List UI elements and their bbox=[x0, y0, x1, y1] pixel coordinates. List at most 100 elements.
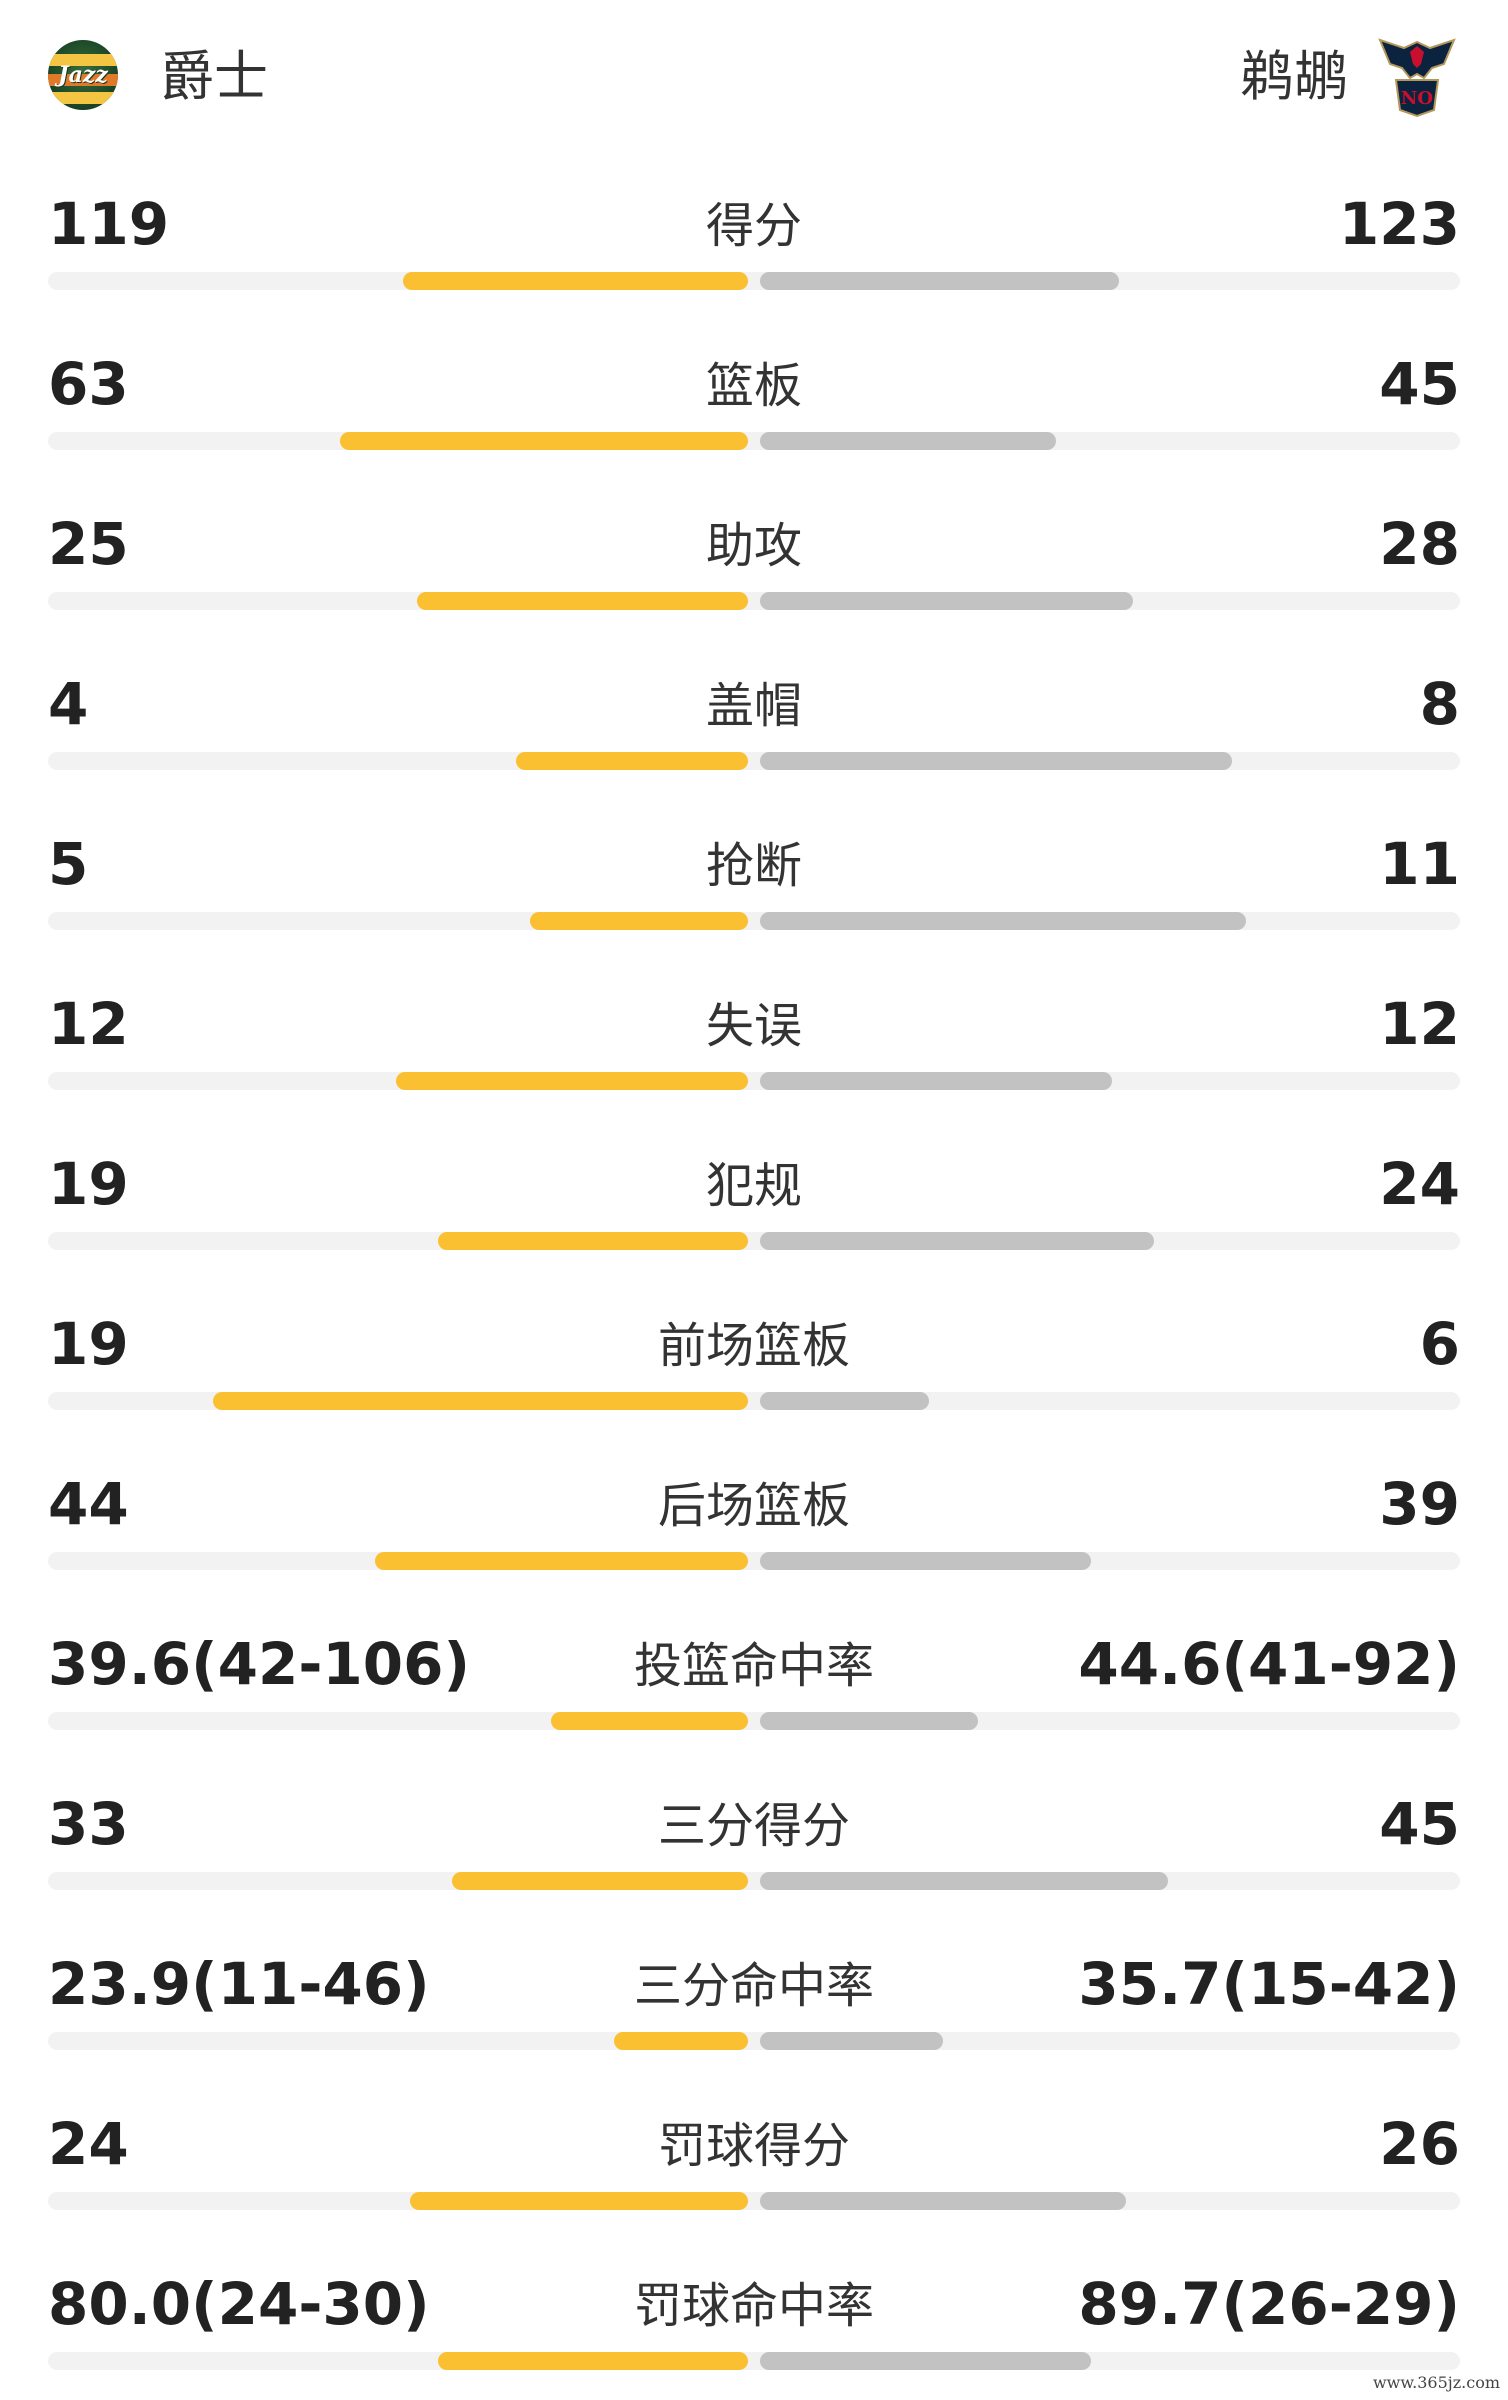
stat-row: 33 三分得分 45 bbox=[0, 1750, 1508, 1910]
stat-bar-track bbox=[48, 1872, 1460, 1890]
stat-row: 44 后场篮板 39 bbox=[0, 1430, 1508, 1590]
away-stat-bar bbox=[760, 912, 1246, 930]
svg-text:NO: NO bbox=[1401, 88, 1433, 109]
match-header: Jazz 爵士 鹈鹕 NO bbox=[0, 0, 1508, 150]
stat-row: 25 助攻 28 bbox=[0, 470, 1508, 630]
home-stat-value: 63 bbox=[48, 350, 129, 418]
away-stat-value: 26 bbox=[1379, 2110, 1460, 2178]
away-stat-bar bbox=[760, 1712, 978, 1730]
home-stat-value: 19 bbox=[48, 1310, 129, 1378]
home-stat-bar bbox=[410, 2192, 748, 2210]
home-stat-value: 5 bbox=[48, 830, 89, 898]
away-stat-bar bbox=[760, 1552, 1091, 1570]
stat-bar-track bbox=[48, 1072, 1460, 1090]
home-stat-bar bbox=[396, 1072, 748, 1090]
stat-label: 助攻 bbox=[705, 518, 802, 574]
away-stat-bar bbox=[760, 2032, 943, 2050]
away-stat-value: 8 bbox=[1419, 670, 1460, 738]
jazz-logo-icon: Jazz bbox=[48, 40, 118, 110]
stat-row: 39.6(42-106) 投篮命中率 44.6(41-92) bbox=[0, 1590, 1508, 1750]
stat-bar-track bbox=[48, 1232, 1460, 1250]
home-stat-bar bbox=[551, 1712, 748, 1730]
away-stat-value: 39 bbox=[1379, 1470, 1460, 1538]
home-stat-value: 25 bbox=[48, 510, 129, 578]
stat-bar-track bbox=[48, 272, 1460, 290]
stat-bar-track bbox=[48, 1712, 1460, 1730]
away-stat-value: 28 bbox=[1379, 510, 1460, 578]
stat-label: 失误 bbox=[705, 998, 802, 1054]
home-stat-value: 19 bbox=[48, 1150, 129, 1218]
away-stat-value: 89.7(26-29) bbox=[1078, 2270, 1460, 2338]
stat-label: 三分得分 bbox=[657, 1798, 850, 1854]
watermark: www.365jz.com bbox=[1372, 2373, 1500, 2392]
away-stat-value: 6 bbox=[1419, 1310, 1460, 1378]
home-stat-bar bbox=[340, 432, 748, 450]
stat-row: 19 前场篮板 6 bbox=[0, 1270, 1508, 1430]
away-stat-bar bbox=[760, 2352, 1091, 2370]
stat-label: 抢断 bbox=[705, 838, 802, 894]
pelicans-logo-icon: NO bbox=[1374, 34, 1460, 118]
stat-row: 63 篮板 45 bbox=[0, 310, 1508, 470]
home-stat-value: 23.9(11-46) bbox=[48, 1950, 430, 2018]
away-stat-value: 12 bbox=[1379, 990, 1460, 1058]
away-stat-value: 45 bbox=[1379, 350, 1460, 418]
home-stat-value: 4 bbox=[48, 670, 89, 738]
away-team-name: 鹈鹕 bbox=[1240, 45, 1348, 108]
home-stat-value: 33 bbox=[48, 1790, 129, 1858]
away-stat-value: 123 bbox=[1338, 190, 1460, 258]
away-stat-value: 11 bbox=[1379, 830, 1460, 898]
away-stat-bar bbox=[760, 592, 1133, 610]
home-stat-bar bbox=[213, 1392, 748, 1410]
stat-row: 80.0(24-30) 罚球命中率 89.7(26-29) bbox=[0, 2230, 1508, 2390]
stat-bar-track bbox=[48, 432, 1460, 450]
stat-row: 4 盖帽 8 bbox=[0, 630, 1508, 790]
home-team-name: 爵士 bbox=[160, 45, 268, 108]
stat-row: 19 犯规 24 bbox=[0, 1110, 1508, 1270]
stat-row: 23.9(11-46) 三分命中率 35.7(15-42) bbox=[0, 1910, 1508, 2070]
stat-bar-track bbox=[48, 2192, 1460, 2210]
stat-label: 罚球命中率 bbox=[633, 2278, 874, 2334]
home-stat-value: 80.0(24-30) bbox=[48, 2270, 430, 2338]
away-stat-bar bbox=[760, 2192, 1126, 2210]
stat-bar-track bbox=[48, 592, 1460, 610]
stat-row: 119 得分 123 bbox=[0, 150, 1508, 310]
stat-bar-track bbox=[48, 752, 1460, 770]
home-stat-bar bbox=[452, 1872, 748, 1890]
home-stat-value: 12 bbox=[48, 990, 129, 1058]
away-stat-bar bbox=[760, 1872, 1168, 1890]
stat-bar-track bbox=[48, 2032, 1460, 2050]
stat-bar-track bbox=[48, 2352, 1460, 2370]
away-stat-bar bbox=[760, 1072, 1112, 1090]
stats-list: 119 得分 123 63 篮板 45 25 助攻 28 4 盖帽 8 5 抢断 11 12 失误 12 19 犯规 2… bbox=[0, 150, 1508, 2390]
stat-row: 12 失误 12 bbox=[0, 950, 1508, 1110]
stat-label: 篮板 bbox=[705, 358, 802, 414]
stat-label: 得分 bbox=[705, 198, 802, 254]
stat-row: 24 罚球得分 26 bbox=[0, 2070, 1508, 2230]
home-stat-value: 44 bbox=[48, 1470, 129, 1538]
home-stat-value: 119 bbox=[48, 190, 170, 258]
home-stat-bar bbox=[417, 592, 748, 610]
away-stat-bar bbox=[760, 432, 1056, 450]
stat-label: 罚球得分 bbox=[657, 2118, 850, 2174]
stat-label: 前场篮板 bbox=[657, 1318, 850, 1374]
away-stat-bar bbox=[760, 752, 1232, 770]
home-stat-bar bbox=[403, 272, 748, 290]
home-stat-bar bbox=[614, 2032, 748, 2050]
home-stat-value: 39.6(42-106) bbox=[48, 1630, 470, 1698]
stat-label: 投篮命中率 bbox=[633, 1638, 874, 1694]
stat-label: 三分命中率 bbox=[633, 1958, 874, 2014]
stat-label: 犯规 bbox=[705, 1158, 802, 1214]
away-stat-bar bbox=[760, 1232, 1154, 1250]
stat-label: 盖帽 bbox=[705, 678, 802, 734]
away-stat-value: 45 bbox=[1379, 1790, 1460, 1858]
home-stat-bar bbox=[438, 2352, 748, 2370]
home-stat-bar bbox=[438, 1232, 748, 1250]
stat-label: 后场篮板 bbox=[657, 1478, 850, 1534]
home-stat-value: 24 bbox=[48, 2110, 129, 2178]
away-stat-value: 44.6(41-92) bbox=[1078, 1630, 1460, 1698]
away-stat-value: 24 bbox=[1379, 1150, 1460, 1218]
home-stat-bar bbox=[530, 912, 748, 930]
away-stat-bar bbox=[760, 1392, 929, 1410]
stat-bar-track bbox=[48, 1552, 1460, 1570]
stat-row: 5 抢断 11 bbox=[0, 790, 1508, 950]
